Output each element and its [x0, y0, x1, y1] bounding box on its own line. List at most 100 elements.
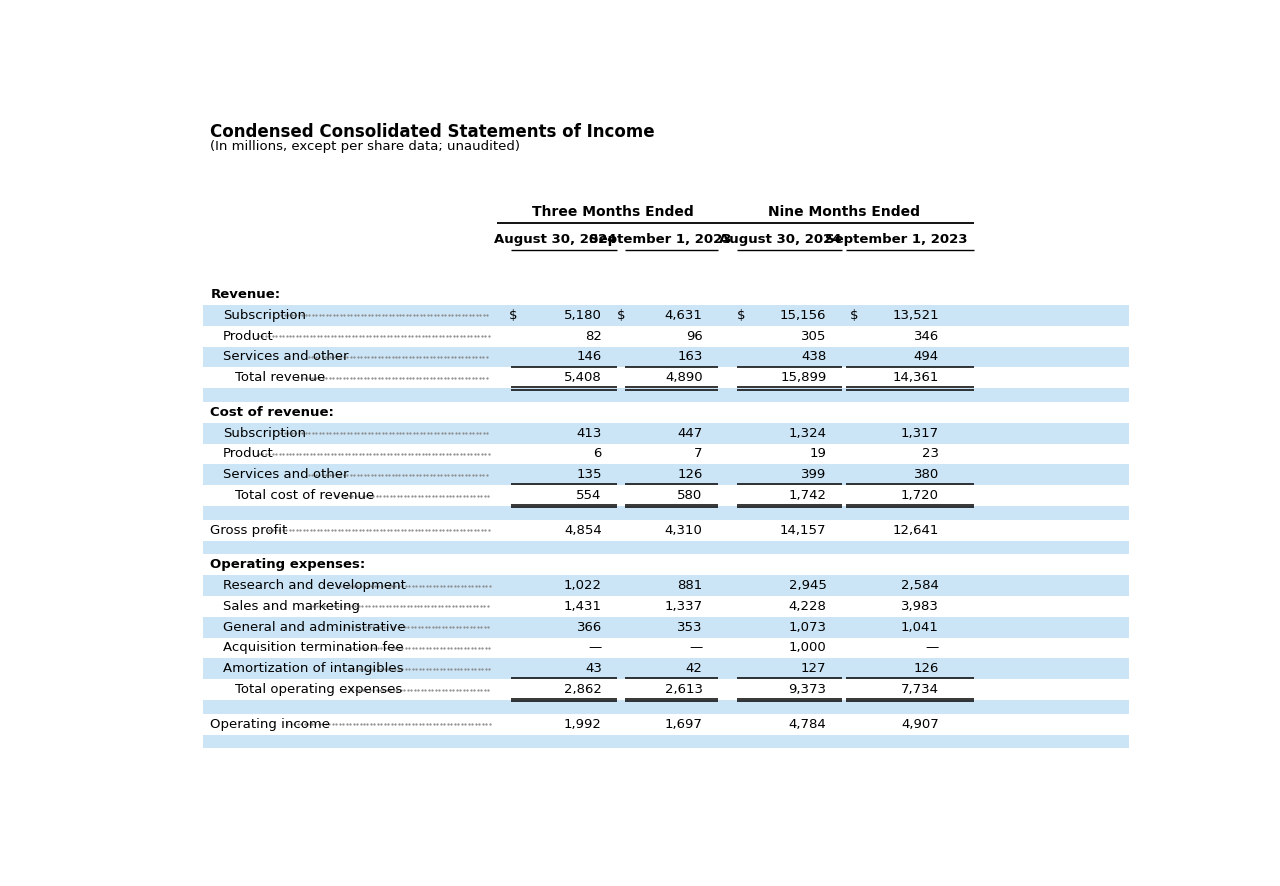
- Text: Three Months Ended: Three Months Ended: [532, 205, 694, 219]
- Text: Nine Months Ended: Nine Months Ended: [768, 205, 920, 219]
- Text: September 1, 2023: September 1, 2023: [589, 233, 731, 245]
- Text: Revenue:: Revenue:: [210, 288, 280, 301]
- Text: 2,862: 2,862: [564, 683, 602, 696]
- Text: 23: 23: [922, 447, 938, 461]
- Text: 5,408: 5,408: [564, 371, 602, 385]
- Text: 1,073: 1,073: [788, 621, 827, 633]
- Text: $: $: [850, 309, 859, 322]
- Text: 494: 494: [914, 350, 938, 363]
- Text: 447: 447: [677, 427, 703, 439]
- Text: 2,945: 2,945: [788, 579, 827, 592]
- Text: 380: 380: [914, 468, 938, 481]
- Text: 6: 6: [594, 447, 602, 461]
- Text: Services and other: Services and other: [223, 350, 348, 363]
- Text: 163: 163: [677, 350, 703, 363]
- Text: Research and development: Research and development: [223, 579, 406, 592]
- Bar: [202, 506, 1129, 520]
- Text: 1,431: 1,431: [563, 600, 602, 613]
- Text: $: $: [617, 309, 626, 322]
- Text: 554: 554: [576, 489, 602, 502]
- Bar: [202, 388, 1129, 402]
- Text: —: —: [589, 641, 602, 655]
- Text: 13,521: 13,521: [892, 309, 938, 322]
- Text: 4,784: 4,784: [788, 718, 827, 731]
- Text: 9,373: 9,373: [788, 683, 827, 696]
- Text: Services and other: Services and other: [223, 468, 348, 481]
- Text: 1,992: 1,992: [564, 718, 602, 731]
- Text: 7: 7: [694, 447, 703, 461]
- Text: Acquisition termination fee: Acquisition termination fee: [223, 641, 403, 655]
- Text: Subscription: Subscription: [223, 309, 306, 322]
- Bar: [202, 346, 1129, 368]
- Text: 15,156: 15,156: [780, 309, 827, 322]
- Text: 1,022: 1,022: [563, 579, 602, 592]
- Text: Operating income: Operating income: [210, 718, 330, 731]
- Text: Cost of revenue:: Cost of revenue:: [210, 406, 334, 419]
- Text: 4,854: 4,854: [564, 524, 602, 537]
- Text: 580: 580: [677, 489, 703, 502]
- Bar: [202, 305, 1129, 326]
- Text: September 1, 2023: September 1, 2023: [826, 233, 968, 245]
- Text: Amortization of intangibles: Amortization of intangibles: [223, 662, 403, 675]
- Bar: [202, 575, 1129, 596]
- Text: 4,890: 4,890: [664, 371, 703, 385]
- Bar: [202, 700, 1129, 714]
- Text: 4,631: 4,631: [664, 309, 703, 322]
- Text: 4,228: 4,228: [788, 600, 827, 613]
- Text: 14,157: 14,157: [780, 524, 827, 537]
- Text: 15,899: 15,899: [781, 371, 827, 385]
- Text: 1,041: 1,041: [901, 621, 938, 633]
- Text: 126: 126: [914, 662, 938, 675]
- Bar: [202, 423, 1129, 444]
- Text: 4,310: 4,310: [664, 524, 703, 537]
- Text: Sales and marketing: Sales and marketing: [223, 600, 360, 613]
- Text: 2,584: 2,584: [901, 579, 938, 592]
- Text: 1,317: 1,317: [901, 427, 938, 439]
- Bar: [202, 658, 1129, 680]
- Text: 305: 305: [801, 330, 827, 343]
- Text: Total operating expenses: Total operating expenses: [236, 683, 402, 696]
- Text: 126: 126: [677, 468, 703, 481]
- Text: Subscription: Subscription: [223, 427, 306, 439]
- Text: 366: 366: [576, 621, 602, 633]
- Text: 43: 43: [585, 662, 602, 675]
- Text: 1,324: 1,324: [788, 427, 827, 439]
- Text: 82: 82: [585, 330, 602, 343]
- Text: General and administrative: General and administrative: [223, 621, 406, 633]
- Text: Total cost of revenue: Total cost of revenue: [236, 489, 375, 502]
- Bar: [202, 617, 1129, 638]
- Text: 5,180: 5,180: [564, 309, 602, 322]
- Text: 1,742: 1,742: [788, 489, 827, 502]
- Text: $: $: [737, 309, 746, 322]
- Text: August 30, 2024: August 30, 2024: [719, 233, 841, 245]
- Bar: [202, 734, 1129, 749]
- Text: 12,641: 12,641: [892, 524, 938, 537]
- Text: 3,983: 3,983: [901, 600, 938, 613]
- Text: 2,613: 2,613: [664, 683, 703, 696]
- Text: —: —: [689, 641, 703, 655]
- Text: 135: 135: [576, 468, 602, 481]
- Text: 399: 399: [801, 468, 827, 481]
- Text: Gross profit: Gross profit: [210, 524, 288, 537]
- Text: 7,734: 7,734: [901, 683, 938, 696]
- Text: Condensed Consolidated Statements of Income: Condensed Consolidated Statements of Inc…: [210, 123, 655, 142]
- Text: Operating expenses:: Operating expenses:: [210, 558, 366, 571]
- Text: 4,907: 4,907: [901, 718, 938, 731]
- Text: —: —: [925, 641, 938, 655]
- Text: 1,720: 1,720: [901, 489, 938, 502]
- Text: Total revenue: Total revenue: [236, 371, 325, 385]
- Text: 413: 413: [576, 427, 602, 439]
- Text: 42: 42: [686, 662, 703, 675]
- Text: 14,361: 14,361: [892, 371, 938, 385]
- Text: Product: Product: [223, 447, 274, 461]
- Text: 1,697: 1,697: [664, 718, 703, 731]
- Text: 96: 96: [686, 330, 703, 343]
- Bar: [202, 464, 1129, 486]
- Text: 353: 353: [677, 621, 703, 633]
- Text: Product: Product: [223, 330, 274, 343]
- Text: 127: 127: [801, 662, 827, 675]
- Text: 346: 346: [914, 330, 938, 343]
- Text: (In millions, except per share data; unaudited): (In millions, except per share data; una…: [210, 141, 521, 153]
- Text: $: $: [508, 309, 517, 322]
- Text: 1,337: 1,337: [664, 600, 703, 613]
